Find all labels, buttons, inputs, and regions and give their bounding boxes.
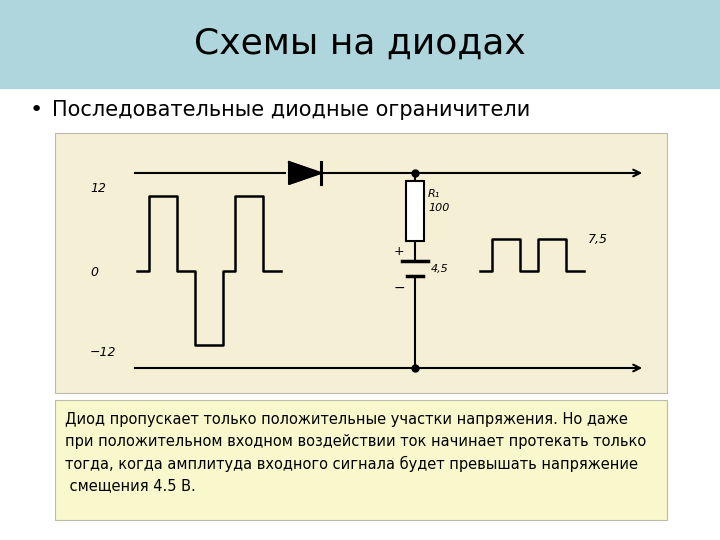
Text: R₁: R₁	[428, 189, 440, 199]
Text: 100: 100	[428, 203, 449, 213]
Text: •: •	[30, 100, 43, 120]
Bar	[406, 181, 424, 241]
Bar	[55, 133, 667, 393]
Text: Последовательные диодные ограничители: Последовательные диодные ограничители	[52, 100, 530, 120]
Text: 4,5: 4,5	[431, 264, 449, 274]
Bar	[55, 400, 667, 520]
Text: 12: 12	[90, 182, 106, 195]
Text: +: +	[394, 245, 405, 258]
Polygon shape	[289, 162, 321, 184]
Text: 7,5: 7,5	[588, 233, 608, 246]
Text: −12: −12	[90, 346, 117, 359]
Text: Диод пропускает только положительные участки напряжения. Но даже
при положительн: Диод пропускает только положительные уча…	[65, 412, 647, 494]
Text: 0: 0	[90, 266, 98, 279]
Text: Схемы на диодах: Схемы на диодах	[194, 27, 526, 61]
Bar	[0, 0, 720, 88]
Text: −: −	[393, 281, 405, 295]
